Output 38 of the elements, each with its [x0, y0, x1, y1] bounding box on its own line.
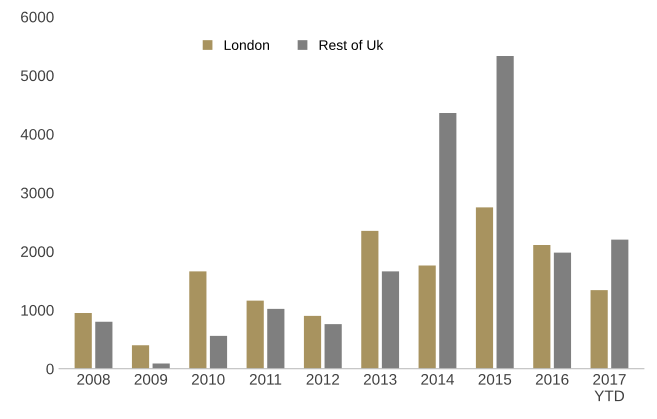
- x-tick-label: 2012: [306, 374, 340, 385]
- x-tick-label: 2015: [478, 374, 512, 385]
- bar: [554, 252, 572, 369]
- y-tick-label: 4000: [20, 128, 54, 140]
- x-tick-label: 2008: [77, 374, 110, 385]
- bar: [132, 345, 150, 369]
- y-tick-label: 3000: [20, 188, 54, 198]
- bar: [324, 324, 342, 369]
- x-tick-label: 2016: [536, 374, 568, 385]
- y-tick-label: 6000: [21, 12, 54, 22]
- y-tick-label: 1000: [21, 304, 54, 316]
- x-tick-label: 2009: [134, 374, 168, 385]
- bar: [418, 265, 436, 369]
- bar: [496, 56, 514, 369]
- x-tick-label: 2010: [192, 374, 225, 385]
- bar: [382, 271, 400, 369]
- x-tick-label: 2011: [250, 374, 282, 385]
- x-tick-label: 2014: [421, 374, 454, 385]
- bar: [74, 312, 92, 369]
- bar: [533, 244, 550, 369]
- bar: [189, 271, 206, 369]
- bar: [611, 240, 628, 369]
- bar: [304, 316, 322, 369]
- bar: [590, 290, 608, 369]
- y-tick-label: 0: [46, 364, 54, 374]
- bar: [439, 112, 456, 369]
- y-tick-label: 5000: [20, 70, 54, 82]
- bar: [95, 322, 112, 369]
- bar: [246, 300, 264, 369]
- y-tick-label: 2000: [21, 246, 54, 258]
- bar: [476, 207, 494, 369]
- legend-label: London: [224, 40, 269, 50]
- x-tick-label: 2017 YTD: [593, 374, 626, 402]
- bar: [361, 230, 378, 369]
- x-tick-label: 2013: [364, 374, 396, 385]
- bar: [267, 308, 284, 369]
- legend-label: Rest of Uk: [320, 40, 384, 50]
- bar: [210, 336, 228, 369]
